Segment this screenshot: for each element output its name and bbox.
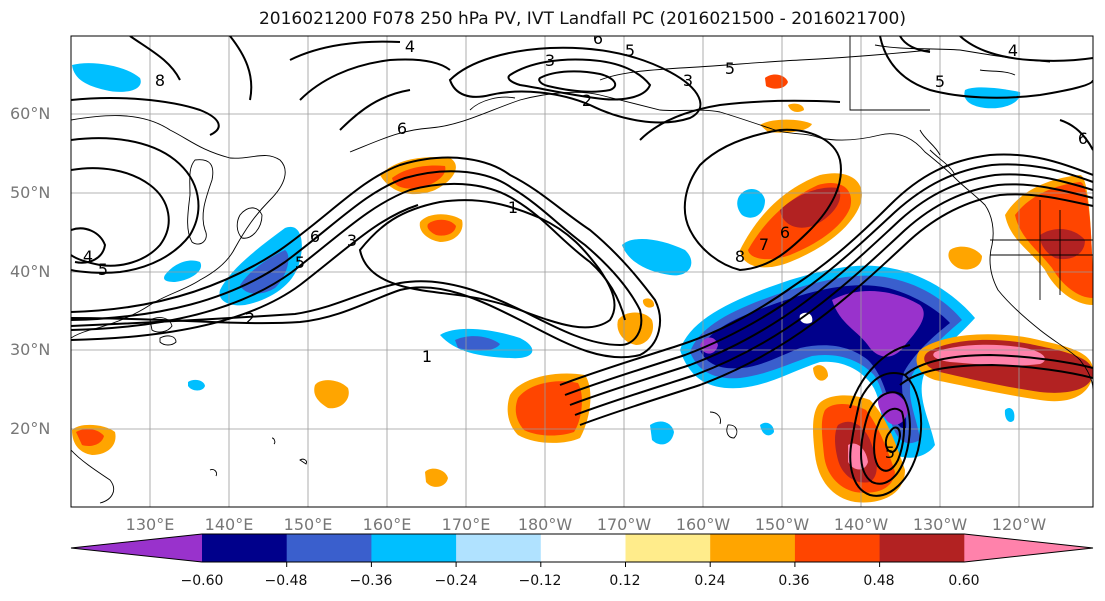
contour-label: 6 — [780, 223, 790, 242]
colorbar-tick-label: −0.60 — [180, 573, 224, 589]
colorbar-tick-label: 0.48 — [863, 573, 895, 589]
contour-labels: 4 6 5 3 2 3 5 5 4 6 8 5 6 4 5 3 2 1 1 8 … — [83, 29, 1088, 462]
contour-label: 6 — [397, 119, 407, 138]
colorbar — [70, 533, 1094, 567]
colorbar-segment — [286, 534, 372, 562]
lon-label: 130°W — [912, 515, 968, 534]
colorbar-tick-label: 0.36 — [778, 573, 810, 589]
lat-label: 20°N — [10, 419, 51, 438]
lat-label: 60°N — [10, 104, 51, 123]
contour-label: 6 — [1078, 129, 1088, 148]
contour-label: 5 — [935, 72, 945, 91]
contour-label: 4 — [1008, 41, 1018, 60]
lon-label: 150°E — [283, 515, 333, 534]
colorbar-segment — [625, 534, 711, 562]
map-title: 2016021200 F078 250 hPa PV, IVT Landfall… — [258, 9, 906, 29]
contour-label: 5 — [885, 443, 895, 462]
contour-label: 1 — [422, 347, 432, 366]
colorbar-tick-label: −0.24 — [434, 573, 478, 589]
contour-label: 6 — [310, 227, 320, 246]
contour-label: 8 — [155, 71, 165, 90]
contour-label: 8 — [735, 247, 745, 266]
lon-label: 140°W — [833, 515, 889, 534]
lon-label: 150°W — [754, 515, 810, 534]
lon-label: 140°E — [204, 515, 254, 534]
contour-label: 2 — [245, 309, 255, 328]
contour-label: 5 — [725, 59, 735, 78]
neg-anomaly-aleutian — [622, 238, 692, 276]
contour-label: 4 — [83, 247, 93, 266]
contour-label: 5 — [295, 253, 305, 272]
colorbar-tick-label: 0.12 — [609, 573, 641, 589]
contour-label: 5 — [98, 260, 108, 279]
contour-label: 3 — [683, 71, 693, 90]
lon-label: 130°E — [125, 515, 175, 534]
contour-label: 3 — [545, 51, 555, 70]
contour-label: 2 — [582, 91, 592, 110]
contour-label: 3 — [347, 231, 357, 250]
contour-label: 1 — [508, 198, 518, 217]
pv-contours — [71, 36, 1093, 497]
map-panel: 4 6 5 3 2 3 5 5 4 6 8 5 6 4 5 3 2 1 1 8 … — [71, 29, 1093, 507]
colorbar-segment — [540, 534, 626, 562]
graticule — [71, 36, 1093, 507]
colorbar-segment — [710, 534, 796, 562]
contour-label: 5 — [625, 41, 635, 60]
colorbar-segment — [202, 534, 288, 562]
colorbar-tick-label: −0.12 — [518, 573, 562, 589]
colorbar-tick-label: −0.48 — [264, 573, 308, 589]
lat-label: 40°N — [10, 262, 51, 281]
map-frame — [70, 35, 1094, 508]
colorbar-tick-label: 0.60 — [948, 573, 980, 589]
colorbar-extend-high — [964, 534, 1093, 562]
colorbar-tick-label: −0.36 — [349, 573, 393, 589]
colorbar-segment — [879, 534, 965, 562]
colorbar-tick-label: 0.24 — [694, 573, 726, 589]
colorbar-outline — [70, 533, 1094, 563]
lon-label: 170°W — [596, 515, 652, 534]
pv-shading — [72, 63, 1093, 503]
coastlines — [71, 36, 1093, 504]
lon-label: 180°W — [517, 515, 573, 534]
lat-label: 50°N — [10, 183, 51, 202]
contour-label: 6 — [593, 29, 603, 48]
colorbar-segment — [456, 534, 542, 562]
colorbar-segment — [371, 534, 457, 562]
lon-label: 120°W — [991, 515, 1047, 534]
colorbar-extend-low — [71, 534, 202, 562]
contour-label: 4 — [405, 37, 415, 56]
lon-label: 170°E — [441, 515, 491, 534]
lon-label: 160°W — [675, 515, 731, 534]
contour-label: 7 — [759, 235, 769, 254]
lon-label: 160°E — [362, 515, 412, 534]
lat-label: 30°N — [10, 340, 51, 359]
colorbar-segment — [794, 534, 881, 562]
